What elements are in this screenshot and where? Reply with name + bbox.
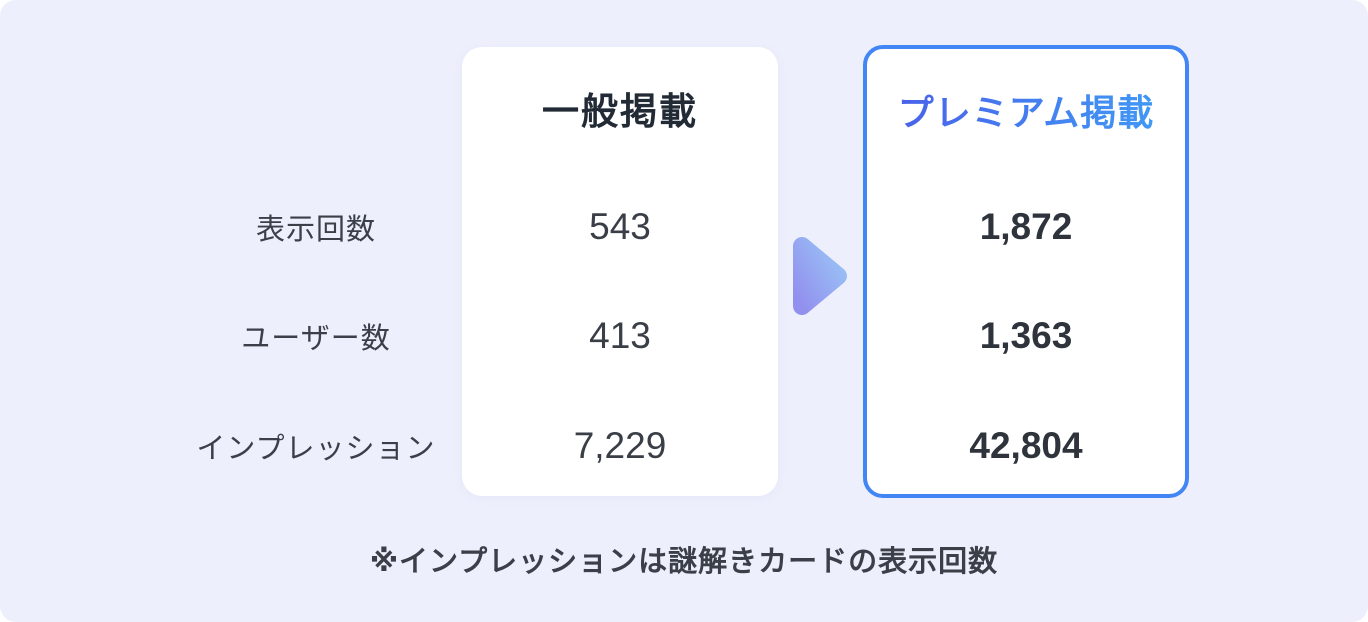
general-value-row-1: 543: [589, 206, 651, 247]
general-listing-card: [462, 47, 778, 496]
general-value-row-2: 413: [589, 315, 651, 356]
premium-value-row-3: 42,804: [969, 425, 1083, 466]
impressions-footnote: ※インプレッションは謎解きカードの表示回数: [369, 546, 999, 578]
arrow-right-icon: [793, 232, 849, 320]
metric-label-impressions: インプレッション: [196, 433, 436, 465]
premium-listing-title: プレミアム掲載: [863, 84, 1189, 136]
metric-label-users-count: ユーザー数: [241, 323, 391, 355]
premium-value-row-1: 1,872: [979, 206, 1073, 247]
general-listing-title: 一般掲載: [542, 91, 698, 132]
premium-listing-card: [863, 45, 1189, 498]
premium-value-row-2: 1,363: [979, 315, 1073, 356]
general-value-row-3: 7,229: [573, 425, 667, 466]
metric-label-impressions-count: 表示回数: [255, 214, 376, 246]
